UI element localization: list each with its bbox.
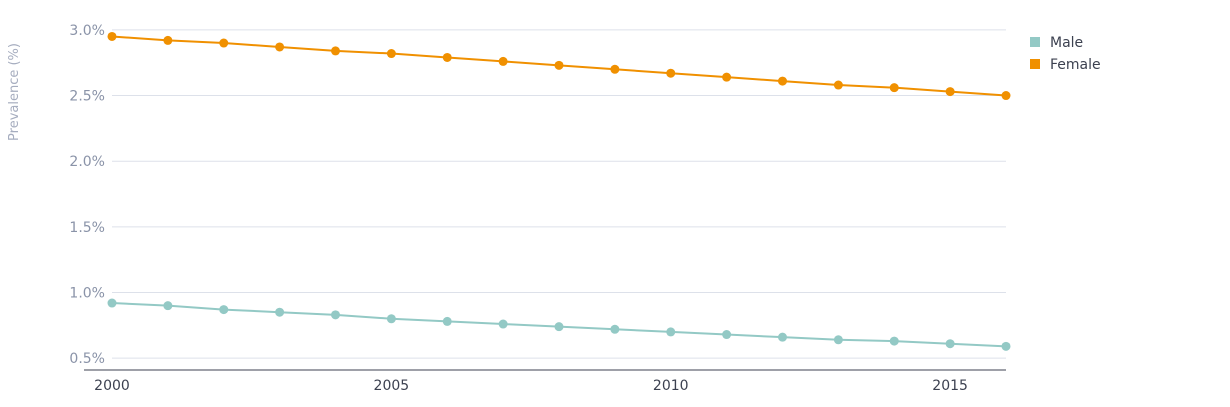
x-tick-label: 2005 (374, 378, 410, 394)
y-tick-label: 3.0% (69, 23, 105, 39)
data-point-female[interactable] (442, 52, 452, 62)
data-point-female[interactable] (554, 60, 564, 70)
legend-item-male[interactable]: Male (1030, 35, 1083, 51)
axis-layer: 0.5% 1.0% 1.5% 2.0% 2.5% 3.0% 2000 2005 2010 2015 (69, 23, 1006, 394)
data-point-male[interactable] (610, 324, 620, 334)
data-point-male[interactable] (889, 336, 899, 346)
x-tick-label: 2015 (932, 378, 968, 394)
data-point-male[interactable] (666, 327, 676, 337)
data-point-male[interactable] (778, 332, 787, 342)
data-point-female[interactable] (163, 35, 173, 45)
data-point-female[interactable] (666, 68, 676, 78)
y-tick-label: 0.5% (69, 351, 105, 367)
data-point-male[interactable] (275, 307, 285, 317)
data-point-female[interactable] (945, 87, 955, 97)
legend-item-female[interactable]: Female (1030, 57, 1101, 73)
legend-label: Female (1050, 57, 1101, 73)
legend-label: Male (1050, 35, 1083, 51)
data-point-male[interactable] (163, 301, 173, 311)
data-point-male[interactable] (833, 335, 843, 345)
data-point-female[interactable] (778, 76, 787, 86)
x-tick-label: 2010 (653, 378, 689, 394)
data-point-male[interactable] (945, 339, 955, 349)
y-tick-label: 2.5% (69, 89, 105, 105)
series-layer (107, 31, 1011, 351)
data-point-male[interactable] (219, 305, 229, 315)
data-point-male[interactable] (498, 319, 508, 329)
x-tick-label: 2000 (94, 378, 130, 394)
data-point-female[interactable] (833, 80, 843, 90)
data-point-female[interactable] (331, 46, 340, 56)
series-female (107, 31, 1011, 101)
data-point-female[interactable] (1001, 91, 1011, 101)
data-point-female[interactable] (610, 64, 620, 74)
y-tick-label: 1.5% (69, 220, 105, 236)
data-point-female[interactable] (219, 38, 229, 48)
data-point-male[interactable] (722, 330, 732, 340)
legend-swatch (1030, 59, 1040, 69)
data-point-male[interactable] (331, 310, 340, 320)
data-point-female[interactable] (889, 83, 899, 93)
grid-layer (112, 29, 1006, 359)
data-point-male[interactable] (107, 298, 117, 308)
data-point-female[interactable] (386, 49, 396, 59)
data-point-female[interactable] (107, 31, 117, 41)
data-point-female[interactable] (722, 72, 732, 82)
y-axis-label: Prevalence (%) (7, 43, 22, 141)
legend: Male Female (1030, 35, 1101, 73)
data-point-female[interactable] (498, 56, 508, 66)
data-point-male[interactable] (442, 316, 452, 326)
y-tick-label: 1.0% (69, 286, 105, 302)
data-point-male[interactable] (554, 322, 564, 332)
y-tick-label: 2.0% (69, 154, 105, 170)
legend-swatch (1030, 37, 1040, 47)
data-point-male[interactable] (386, 314, 396, 324)
data-point-male[interactable] (1001, 341, 1011, 351)
series-male (107, 298, 1011, 351)
data-point-female[interactable] (275, 42, 285, 52)
